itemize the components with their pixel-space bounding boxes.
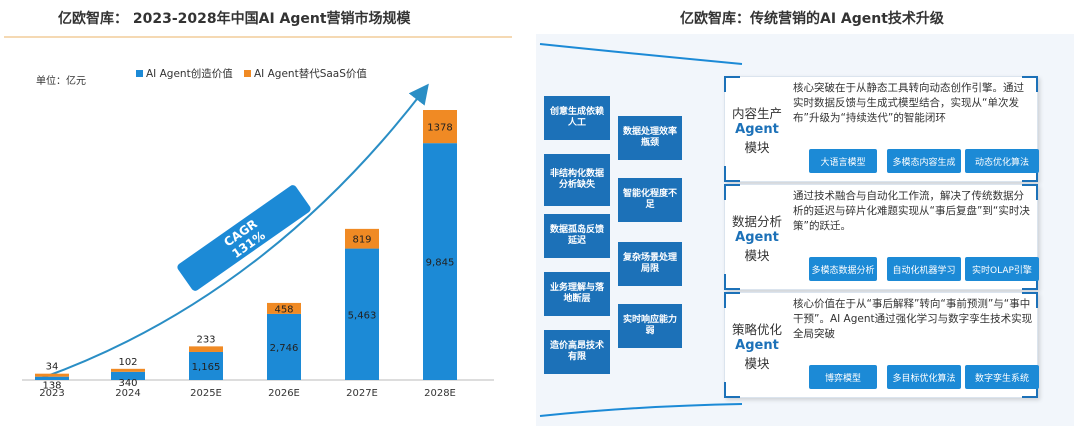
module-agent-label: Agent [735, 337, 779, 353]
tech-tag: 多模态数据分析 [809, 257, 877, 281]
x-tick-2023: 2023 [39, 388, 64, 399]
data-label-2024-created: 340 [118, 378, 137, 389]
bar-2026E-created-value [267, 313, 301, 380]
legend-label-series-2: AI Agent替代SaaS价值 [254, 68, 367, 80]
module-card-3: 策略优化 Agent 模块 核心价值在于从“事后解释”转向“事前预测”与“事中干预”。… [724, 292, 1039, 398]
card-corner-decor [1022, 292, 1038, 308]
card-corner-decor [724, 274, 740, 290]
problem-box-left-3: 数据孤岛反馈延迟 [544, 214, 610, 258]
right-diagram-title: 亿欧智库：传统营销的AI Agent技术升级 [680, 11, 944, 27]
card-corner-decor [1022, 274, 1038, 290]
market-size-chart: 单位：亿元 AI Agent创造价值 AI Agent替代SaaS价值 CAGR… [4, 36, 512, 430]
module-suffix: 模块 [744, 139, 770, 155]
chart-canvas: CAGR 131% 138 34 2023 340 102 2024 1,165 233 202… [22, 83, 494, 399]
bar-2024-created-value [111, 371, 145, 380]
tech-tag: 实时OLAP引擎 [965, 257, 1039, 281]
module-card-2: 数据分析 Agent 模块 通过技术融合与自动化工作流，解决了传统数据分析的延迟与碎片… [724, 184, 1039, 290]
problem-box-left-1: 创意生成依赖人工 [544, 96, 610, 140]
problem-box-right-3: 复杂场景处理局限 [618, 242, 682, 286]
module-label: 数据分析 Agent 模块 [725, 185, 789, 289]
x-tick-2024: 2024 [115, 388, 140, 399]
module-name: 内容生产 [731, 105, 782, 121]
bar-2027E-created-value [345, 248, 379, 380]
bar-2023-saas-value [35, 373, 69, 377]
module-name: 策略优化 [731, 321, 782, 337]
tech-upgrade-diagram: 创意生成依赖人工非结构化数据分析缺失数据孤岛反馈延迟 业务理解与落地断层 造价高昂技… [536, 34, 1074, 426]
card-corner-decor [1022, 166, 1038, 182]
card-corner-decor [724, 292, 740, 308]
x-tick-2026E: 2026E [268, 388, 300, 399]
data-label-2027E-created: 5,463 [348, 310, 377, 321]
tech-tag: 大语言模型 [809, 149, 877, 173]
bar-2023-created-value [35, 376, 69, 380]
module-name: 数据分析 [731, 213, 782, 229]
x-tick-2028E: 2028E [424, 388, 456, 399]
module-label: 内容生产 Agent 模块 [725, 77, 789, 181]
x-tick-2027E: 2027E [346, 388, 378, 399]
data-label-2023-saas: 34 [46, 362, 59, 373]
module-suffix: 模块 [744, 355, 770, 371]
growth-arrow [41, 83, 429, 379]
card-corner-decor [1022, 76, 1038, 92]
problem-box-right-1: 数据处理效率瓶颈 [618, 116, 682, 160]
card-corner-decor [724, 76, 740, 92]
module-card-1: 内容生产 Agent 模块 核心突破在于从静态工具转向动态创作引擎。通过实时数据反馈与… [724, 76, 1039, 182]
card-corner-decor [724, 184, 740, 200]
module-agent-label: Agent [735, 229, 779, 245]
data-label-2024-saas: 102 [118, 357, 137, 368]
tech-tag: 多目标优化算法 [887, 365, 961, 389]
problem-box-left-4: 业务理解与落地断层 [544, 272, 610, 316]
card-corner-decor [1022, 184, 1038, 200]
legend-swatch-blue [136, 70, 143, 77]
problem-box-right-2: 智能化程度不足 [618, 178, 682, 222]
bar-2026E-saas-value [267, 302, 301, 314]
bar-2028E-saas-value [423, 110, 457, 144]
x-tick-2025E: 2025E [190, 388, 222, 399]
data-label-2028E-created: 9,845 [426, 258, 455, 269]
bar-2024-saas-value [111, 368, 145, 372]
module-description: 通过技术融合与自动化工作流，解决了传统数据分析的延迟与碎片化难题实现从“事后复盘… [793, 190, 1030, 232]
card-corner-decor [724, 166, 740, 182]
bar-2025E-saas-value [189, 346, 223, 352]
module-suffix: 模块 [744, 247, 770, 263]
bar-2027E-saas-value [345, 228, 379, 249]
problem-box-left-2: 非结构化数据分析缺失 [544, 154, 610, 206]
problem-box-right-4: 实时响应能力弱 [618, 304, 682, 348]
tech-tag: 博弈模型 [809, 365, 877, 389]
legend-item-series-2: AI Agent替代SaaS价值 [244, 66, 367, 81]
legend-swatch-orange [244, 70, 251, 77]
module-agent-label: Agent [735, 121, 779, 137]
tech-tag: 多模态内容生成 [887, 149, 961, 173]
left-chart-title: 亿欧智库： 2023-2028年中国AI Agent营销市场规模 [58, 11, 411, 27]
module-label: 策略优化 Agent 模块 [725, 293, 789, 397]
tech-tag: 动态优化算法 [965, 149, 1039, 173]
data-label-2025E-saas: 233 [196, 334, 215, 345]
data-label-2026E-created: 2,746 [270, 343, 299, 354]
card-corner-decor [724, 382, 740, 398]
tech-tag: 数字孪生系统 [965, 365, 1039, 389]
data-label-2026E-saas: 458 [274, 304, 293, 315]
legend-item-series-1: AI Agent创造价值 [136, 66, 233, 81]
module-description: 核心价值在于从“事后解释”转向“事前预测”与“事中干预”。AI Agent通过强… [793, 298, 1033, 340]
unit-label: 单位：亿元 [36, 76, 86, 87]
diagram-decor [539, 43, 743, 417]
cagr-badge: CAGR 131% [177, 185, 311, 291]
tech-tag: 自动化机器学习 [887, 257, 961, 281]
data-label-2023-created: 138 [42, 380, 61, 391]
legend-label-series-1: AI Agent创造价值 [146, 68, 233, 80]
bar-2028E-created-value [423, 143, 457, 380]
module-description: 核心突破在于从静态工具转向动态创作引擎。通过实时数据反馈与生成式模型结合，实现从… [793, 82, 1024, 124]
problem-box-left-5: 造价高昂技术有限 [544, 330, 610, 374]
data-label-2025E-created: 1,165 [192, 362, 221, 373]
data-label-2027E-saas: 819 [352, 235, 371, 246]
data-label-2028E-saas: 1378 [427, 123, 452, 134]
bar-2025E-created-value [189, 351, 223, 380]
card-corner-decor [1022, 382, 1038, 398]
